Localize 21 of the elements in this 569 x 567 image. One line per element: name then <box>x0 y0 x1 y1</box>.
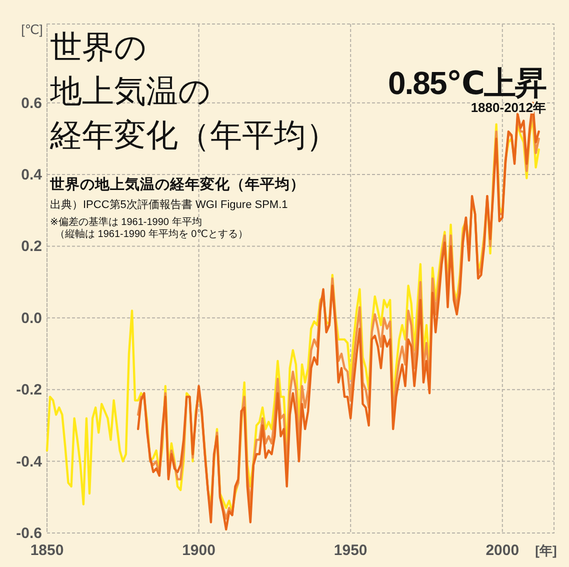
annotation: 出典）IPCC第5次評価報告書 WGI Figure SPM.1 <box>50 199 288 211</box>
y-tick: 0.2 <box>21 238 42 256</box>
annotation: 0.85℃上昇 <box>388 65 546 101</box>
title: 経年変化（年平均） <box>50 117 338 153</box>
title: 世界の <box>50 29 147 65</box>
ylabel: [℃] <box>21 22 43 37</box>
y-tick: -0.4 <box>16 453 42 470</box>
y-tick: 0.4 <box>21 166 42 184</box>
x-tick: 1900 <box>182 542 216 559</box>
title: 地上気温の <box>50 73 211 109</box>
x-tick: 2000 <box>486 542 520 559</box>
subtitle: 世界の地上気温の経年変化（年平均） <box>50 177 305 193</box>
x-tick: 1850 <box>30 542 64 559</box>
annotation: （縦軸は 1961-1990 年平均を 0℃とする） <box>55 229 248 240</box>
annotation: ※偏差の基準は 1961-1990 年平均 <box>50 217 202 228</box>
x-tick: 1950 <box>334 542 368 559</box>
y-tick: 0.0 <box>21 310 42 327</box>
y-tick: -0.6 <box>16 525 42 542</box>
y-tick: -0.2 <box>16 382 42 399</box>
y-tick: 0.6 <box>21 94 42 112</box>
xlabel: [年] <box>535 543 557 558</box>
